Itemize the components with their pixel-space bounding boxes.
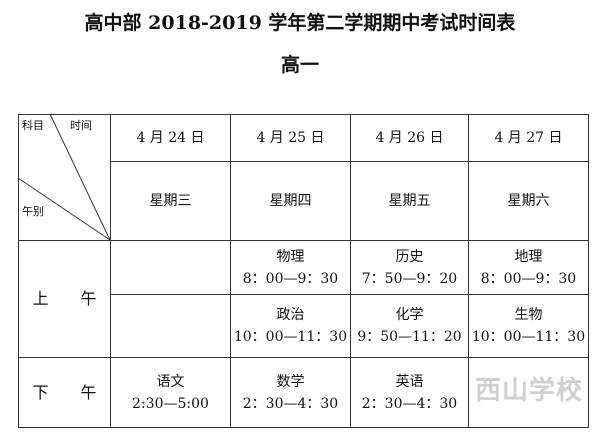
morning1-cell: 历史 7：50—9：20: [350, 240, 469, 295]
exam-time: 7：50—9：20: [361, 270, 458, 287]
subject-name: 地理: [514, 248, 543, 265]
afternoon-label: 下 午: [18, 357, 111, 428]
exam-time: 10：00—11：30: [471, 329, 586, 345]
subject-name: 英语: [395, 373, 424, 390]
weekdays-cell: 星期六: [468, 161, 589, 241]
morning2-cell: [110, 294, 231, 358]
morning2-cell: 政治 10：00—11：30: [230, 294, 351, 358]
corner-time-label: 时间: [70, 119, 92, 132]
corner-subject-label: 科目: [22, 119, 44, 132]
corner-period-label: 午别: [22, 205, 44, 218]
morning2-cell: 生物 10：00—11：30: [468, 294, 589, 358]
subject-name: 物理: [276, 248, 305, 265]
date-label: 4 月 24 日: [136, 130, 205, 146]
morning1-cell: 物理 8：00—9：30: [230, 240, 351, 295]
dates-cell: 4 月 25 日: [230, 114, 351, 162]
weekday-label: 星期五: [388, 193, 431, 209]
exam-time: 8：00—9：30: [242, 270, 339, 287]
exam-time: 2：30—4：30: [242, 395, 339, 412]
morning2-cell: 化学 9：50—11：20: [350, 294, 469, 358]
subject-name: 数学: [276, 373, 305, 390]
afternoon-cell: 语文 2:30—5:00: [110, 357, 231, 428]
grade-subtitle: 高一: [280, 54, 319, 76]
date-label: 4 月 27 日: [494, 130, 563, 146]
dates-cell: 4 月 24 日: [110, 114, 231, 162]
date-label: 4 月 25 日: [256, 130, 325, 146]
subject-name: 语文: [156, 373, 185, 390]
dates-cell: 4 月 26 日: [350, 114, 469, 162]
weekdays-cell: 星期四: [230, 161, 351, 241]
afternoon-cell: 英语 2：30—4：30: [350, 357, 469, 428]
date-label: 4 月 26 日: [375, 130, 444, 146]
watermark-logo: 西山学校: [474, 376, 583, 406]
weekday-label: 星期三: [149, 193, 192, 209]
exam-time: 8：00—9：30: [480, 270, 577, 287]
weekdays-cell: 星期三: [110, 161, 231, 241]
subject-name: 政治: [276, 307, 305, 323]
weekday-label: 星期四: [269, 193, 312, 209]
exam-time: 10：00—11：30: [233, 329, 348, 345]
afternoon-cell: [468, 357, 589, 428]
morning1-cell: [110, 240, 231, 295]
morning1-cell: 地理 8：00—9：30: [468, 240, 589, 295]
dates-cell: 4 月 27 日: [468, 114, 589, 162]
exam-time: 2:30—5:00: [132, 395, 209, 412]
subject-name: 生物: [514, 307, 543, 323]
exam-time: 9：50—11：20: [357, 329, 462, 345]
subject-name: 化学: [395, 307, 424, 323]
exam-time: 2：30—4：30: [361, 395, 458, 412]
morning-label: 上 午: [18, 240, 111, 358]
afternoon-cell: 数学 2：30—4：30: [230, 357, 351, 428]
weekday-label: 星期六: [507, 193, 550, 209]
weekdays-cell: 星期五: [350, 161, 469, 241]
page-title: 高中部 2018-2019 学年第二学期期中考试时间表: [84, 12, 516, 34]
subject-name: 历史: [395, 248, 424, 265]
